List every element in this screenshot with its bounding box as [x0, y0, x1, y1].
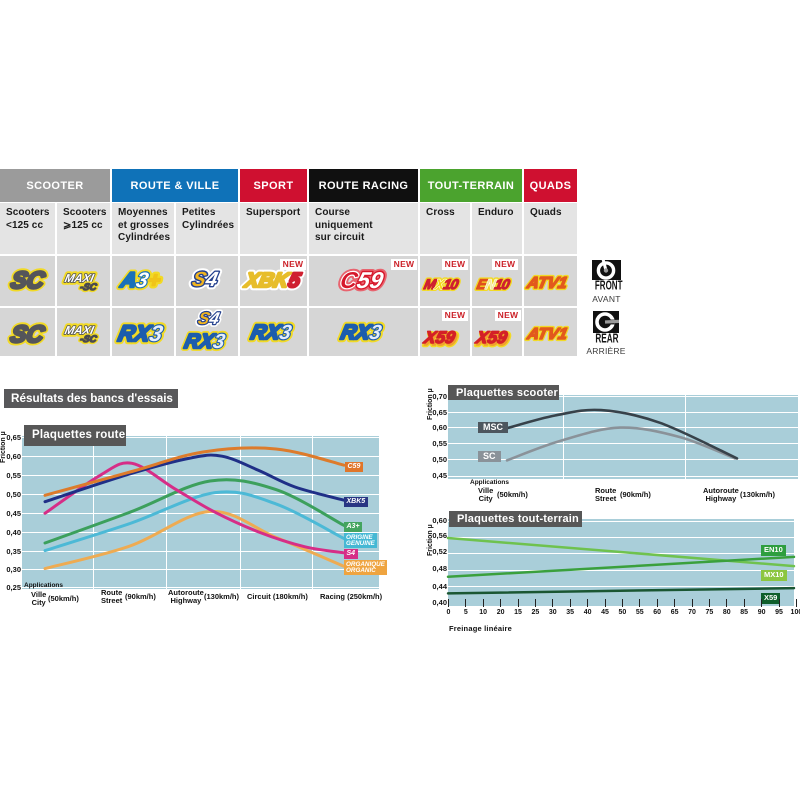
- svg-text:EN10: EN10: [475, 276, 511, 292]
- svg-text:MAXI: MAXI: [63, 272, 95, 285]
- svg-text:-SC: -SC: [79, 334, 99, 345]
- svg-text:S4: S4: [190, 268, 220, 291]
- svg-text:ATV1: ATV1: [525, 274, 569, 292]
- svg-text:X59: X59: [475, 329, 511, 349]
- svg-text:EN10: EN10: [475, 276, 511, 292]
- svg-text:MX10: MX10: [423, 276, 461, 292]
- svg-text:X59: X59: [474, 327, 510, 347]
- svg-text:XBK5: XBK5: [242, 269, 303, 292]
- svg-text:RX3: RX3: [183, 330, 228, 353]
- svg-text:ATV1: ATV1: [525, 274, 569, 292]
- svg-text:RX3: RX3: [249, 321, 294, 344]
- svg-text:X59: X59: [423, 329, 459, 349]
- svg-text:X59: X59: [475, 329, 511, 349]
- svg-text:MAXI: MAXI: [63, 324, 95, 337]
- svg-text:-SC: -SC: [79, 282, 99, 293]
- svg-text:-SC: -SC: [79, 282, 99, 293]
- svg-text:RX3: RX3: [116, 320, 166, 346]
- svg-text:RX3: RX3: [339, 321, 384, 344]
- svg-text:ATV1: ATV1: [525, 325, 569, 343]
- svg-text:X59: X59: [422, 327, 458, 347]
- svg-text:SC: SC: [9, 267, 48, 294]
- svg-text:MAXI: MAXI: [63, 324, 95, 337]
- svg-text:A3+: A3+: [118, 269, 163, 292]
- svg-text:SC: SC: [8, 321, 47, 348]
- svg-text:ATV1: ATV1: [525, 325, 569, 343]
- svg-text:MAXI: MAXI: [63, 272, 95, 285]
- svg-text:X59: X59: [423, 329, 459, 349]
- svg-text:S4: S4: [196, 308, 221, 328]
- svg-text:-SC: -SC: [79, 334, 99, 345]
- svg-text:C59: C59: [338, 267, 386, 293]
- svg-text:RX3: RX3: [183, 330, 228, 353]
